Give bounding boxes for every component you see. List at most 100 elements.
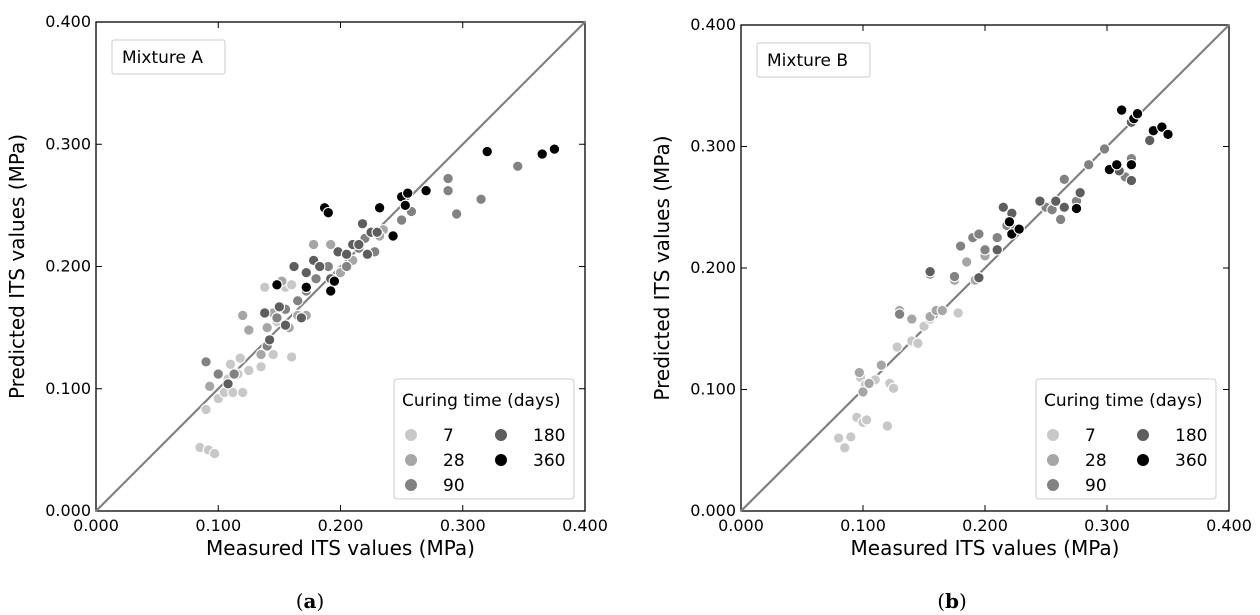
data-point [224, 358, 237, 371]
data-point [1070, 202, 1083, 215]
data-point [1050, 195, 1062, 207]
data-point [236, 386, 249, 399]
data-point [324, 285, 337, 297]
data-point [924, 265, 936, 278]
y-tick-label: 0.100 [690, 380, 736, 399]
legend: Curing time (days) 7 28 90 180 360 [393, 378, 575, 500]
y-tick-label: 0.000 [45, 501, 91, 520]
data-point [324, 238, 337, 251]
panel-caption-part: ( [296, 589, 304, 613]
data-point [261, 321, 273, 334]
legend-label: 180 [1175, 426, 1207, 446]
data-point [208, 447, 221, 460]
x-tick-label: 0.300 [440, 516, 486, 535]
data-point [322, 206, 335, 219]
legend-marker [1046, 478, 1060, 492]
series-360 [271, 143, 561, 297]
data-point [285, 279, 298, 291]
data-point [912, 337, 924, 350]
y-tick-label: 0.000 [690, 501, 736, 520]
data-point [1013, 223, 1025, 235]
reference-line [95, 21, 586, 512]
data-point [1115, 104, 1128, 116]
y-tick-label: 0.400 [690, 15, 736, 34]
legend: Curing time (days) 7 28 90 180 360 [1035, 378, 1217, 500]
data-point [1058, 201, 1071, 214]
legend-box [393, 378, 575, 500]
data-point [300, 281, 313, 294]
data-point [243, 324, 255, 336]
legend-label: 90 [443, 476, 465, 496]
data-point [450, 208, 463, 220]
x-tick-label: 0.400 [562, 516, 608, 535]
annotation-text: Mixture B [767, 51, 848, 71]
data-point [285, 351, 298, 363]
data-point [948, 270, 961, 283]
data-point [255, 360, 267, 373]
y-axis-label: Predicted ITS values (MPa) [650, 135, 674, 400]
x-axis-label: Measured ITS values (MPa) [206, 536, 475, 560]
y-tick-label: 0.200 [690, 258, 736, 277]
data-point [279, 319, 292, 331]
data-point [991, 244, 1003, 256]
data-point [234, 352, 247, 364]
data-point [857, 386, 869, 398]
legend-label: 180 [533, 426, 565, 446]
data-point [373, 202, 386, 214]
legend-label: 360 [533, 451, 565, 471]
data-point [853, 366, 866, 379]
y-tick-label: 0.200 [45, 257, 91, 276]
data-point [918, 320, 930, 333]
panel-caption-part: a [304, 589, 317, 613]
legend-marker [1136, 428, 1150, 442]
data-point [228, 368, 240, 380]
annotation-box [756, 42, 871, 78]
panel-caption-part: ) [959, 589, 967, 613]
annotation-text: Mixture A [122, 48, 203, 68]
data-point [258, 281, 271, 294]
data-point [361, 248, 374, 261]
data-point [991, 231, 1003, 244]
data-point [313, 260, 326, 273]
y-tick-label: 0.300 [45, 134, 91, 153]
data-point [1074, 186, 1086, 199]
data-point [203, 380, 216, 393]
data-point [1125, 158, 1138, 171]
data-point [295, 312, 308, 324]
data-point [863, 377, 875, 390]
data-point [273, 301, 286, 313]
data-point [548, 143, 561, 155]
y-tick-label: 0.100 [45, 379, 91, 398]
data-point [1125, 174, 1138, 187]
panel-caption-part: ) [316, 589, 324, 613]
x-tick-label: 0.000 [718, 516, 764, 535]
data-point [979, 244, 991, 256]
series-7 [832, 307, 964, 454]
legend-label: 28 [1085, 451, 1107, 471]
data-point [536, 148, 548, 160]
data-point [1162, 128, 1174, 141]
legend-label: 360 [1175, 451, 1207, 471]
data-point [1058, 173, 1071, 186]
panel-caption-part: b [945, 589, 959, 613]
data-point [481, 145, 493, 158]
data-point [255, 348, 267, 361]
data-point [387, 230, 399, 242]
data-point [475, 193, 487, 206]
data-point [832, 432, 845, 444]
x-tick-label: 0.200 [962, 516, 1008, 535]
x-axis-label: Measured ITS values (MPa) [851, 536, 1120, 560]
y-tick-label: 0.400 [45, 12, 91, 31]
data-point [236, 309, 249, 322]
panel-caption: (a) [296, 589, 325, 613]
legend-marker [494, 453, 508, 467]
legend-box [1035, 378, 1217, 500]
y-tick-label: 0.300 [690, 137, 736, 156]
legend-label: 7 [1085, 426, 1096, 446]
data-point [1003, 216, 1016, 228]
data-point [512, 160, 524, 173]
data-point [893, 308, 906, 320]
data-point [356, 217, 369, 230]
data-point [258, 307, 271, 319]
